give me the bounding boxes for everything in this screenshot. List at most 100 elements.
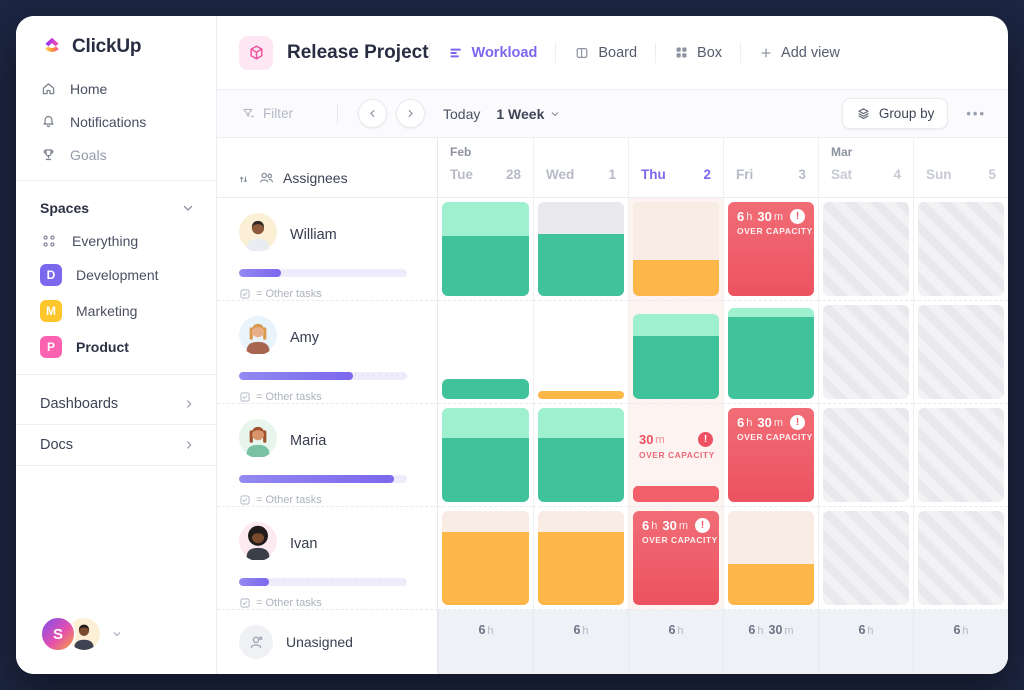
divider <box>16 180 216 181</box>
workload-bar[interactable] <box>442 408 529 502</box>
workload-cell[interactable] <box>913 301 1008 404</box>
sidebar-item-dashboards[interactable]: Dashboards <box>16 384 216 424</box>
user-account-area[interactable]: S <box>16 598 216 674</box>
chevron-down-icon[interactable] <box>111 628 123 640</box>
sidebar-nav: Home Notifications Goals <box>16 72 216 171</box>
day-name-number: Thu 2 <box>641 167 711 182</box>
workload-cell[interactable] <box>818 198 913 301</box>
workload-cell[interactable] <box>438 301 533 404</box>
workload-cell[interactable] <box>533 198 628 301</box>
tab-board[interactable]: Board <box>555 42 655 63</box>
over-capacity-block[interactable]: 6 h 30 m! OVER CAPACITY <box>633 511 719 605</box>
chevron-right-icon <box>182 438 196 452</box>
workload-cell[interactable] <box>628 301 723 404</box>
checksq-icon <box>239 391 251 403</box>
workload-cell[interactable] <box>533 404 628 507</box>
space-badge: P <box>40 336 62 358</box>
total-unit: h <box>962 625 969 637</box>
workload-cell[interactable] <box>818 404 913 507</box>
workload-bar[interactable] <box>538 202 624 296</box>
next-week-button[interactable] <box>396 99 425 128</box>
workload-bar[interactable] <box>538 511 624 605</box>
today-button[interactable]: Today <box>443 105 481 122</box>
assignee-info: Ivan <box>239 522 421 565</box>
spaces-header[interactable]: Spaces <box>16 190 216 225</box>
workload-cell[interactable] <box>723 507 818 610</box>
workload-cell[interactable] <box>438 507 533 610</box>
capacity-progress-track[interactable] <box>239 475 407 483</box>
workload-cell[interactable] <box>438 404 533 507</box>
tab-box[interactable]: Box <box>655 42 740 63</box>
sidebar-item-label: Docs <box>40 437 74 453</box>
capacity-progress-fill <box>239 372 354 380</box>
day-header-fri[interactable]: Fri 3 <box>723 138 818 198</box>
workload-bar[interactable] <box>728 511 814 605</box>
unavailable-day-block <box>918 511 1004 605</box>
sidebar-item-label: Marketing <box>76 303 138 319</box>
capacity-progress-track[interactable] <box>239 269 407 277</box>
chevron-down-icon[interactable] <box>180 200 196 216</box>
prev-week-button[interactable] <box>358 99 387 128</box>
sidebar-item-marketing[interactable]: M Marketing <box>16 293 216 329</box>
workload-cell[interactable] <box>913 507 1008 610</box>
capacity-unit: m <box>773 416 783 429</box>
sidebar-item-everything[interactable]: Everything <box>16 225 216 257</box>
capacity-progress-track[interactable] <box>239 578 407 586</box>
avatar[interactable]: S <box>40 616 76 652</box>
group-by-button[interactable]: Group by <box>841 98 949 129</box>
workload-bar[interactable] <box>633 314 719 399</box>
day-header-thu[interactable]: Thu 2 <box>628 138 723 198</box>
workload-icon <box>448 45 464 61</box>
workload-cell[interactable] <box>818 301 913 404</box>
day-header-sun[interactable]: Sun 5 <box>913 138 1008 198</box>
other-tasks-legend: = Other tasks <box>239 597 421 609</box>
workload-cell[interactable] <box>628 198 723 301</box>
range-selector[interactable]: 1 Week <box>496 106 561 122</box>
workload-bar[interactable] <box>442 511 529 605</box>
more-options-button[interactable]: ••• <box>966 106 986 121</box>
tab-workload[interactable]: Workload <box>428 42 556 63</box>
avatar[interactable] <box>66 616 102 652</box>
unavailable-day-block <box>823 202 909 296</box>
day-header-tue[interactable]: Feb Tue 28 <box>438 138 533 198</box>
workload-bar[interactable] <box>728 307 814 399</box>
day-header-sat[interactable]: Mar Sat 4 <box>818 138 913 198</box>
workload-cell[interactable] <box>438 198 533 301</box>
workload-cell[interactable] <box>913 404 1008 507</box>
sidebar-item-development[interactable]: D Development <box>16 257 216 293</box>
add-view-button[interactable]: Add view <box>740 42 858 63</box>
sidebar-item-home[interactable]: Home <box>16 72 216 105</box>
workload-bar[interactable] <box>442 202 529 296</box>
day-header-wed[interactable]: Wed 1 <box>533 138 628 198</box>
workload-cell[interactable]: 6 h 30 m! OVER CAPACITY <box>628 507 723 610</box>
workload-cell[interactable] <box>533 507 628 610</box>
workload-cell[interactable]: 6 h 30 m! OVER CAPACITY <box>723 404 818 507</box>
sidebar-item-goals[interactable]: Goals <box>16 138 216 171</box>
workload-bar[interactable] <box>538 390 624 399</box>
workload-bar[interactable] <box>442 379 529 399</box>
unavailable-day-block <box>918 408 1004 502</box>
workload-cell[interactable] <box>818 507 913 610</box>
over-capacity-text-block[interactable]: 30 m! OVER CAPACITY <box>633 408 719 502</box>
sidebar-item-product[interactable]: P Product <box>16 329 216 365</box>
capacity-progress-track[interactable] <box>239 372 407 380</box>
filter-button[interactable]: Filter <box>241 106 293 121</box>
total-hours: 6 <box>953 623 961 637</box>
unassigned-row[interactable]: Unasigned <box>217 610 438 674</box>
clickup-logo[interactable]: ClickUp <box>16 16 216 72</box>
workload-cell[interactable] <box>913 198 1008 301</box>
sidebar-item-docs[interactable]: Docs <box>16 425 216 465</box>
total-hours: 6 <box>858 623 866 637</box>
workload-cell[interactable] <box>533 301 628 404</box>
over-capacity-block[interactable]: 6 h 30 m! OVER CAPACITY <box>728 408 814 502</box>
workload-bar[interactable] <box>633 202 719 296</box>
workload-bar[interactable] <box>538 408 624 502</box>
total-hours: 30 <box>768 623 783 637</box>
workload-cell[interactable]: 6 h 30 m! OVER CAPACITY <box>723 198 818 301</box>
workload-cell[interactable]: 30 m! OVER CAPACITY <box>628 404 723 507</box>
sidebar-item-notifications[interactable]: Notifications <box>16 105 216 138</box>
over-capacity-block[interactable]: 6 h 30 m! OVER CAPACITY <box>728 202 814 296</box>
workload-cell[interactable] <box>723 301 818 404</box>
